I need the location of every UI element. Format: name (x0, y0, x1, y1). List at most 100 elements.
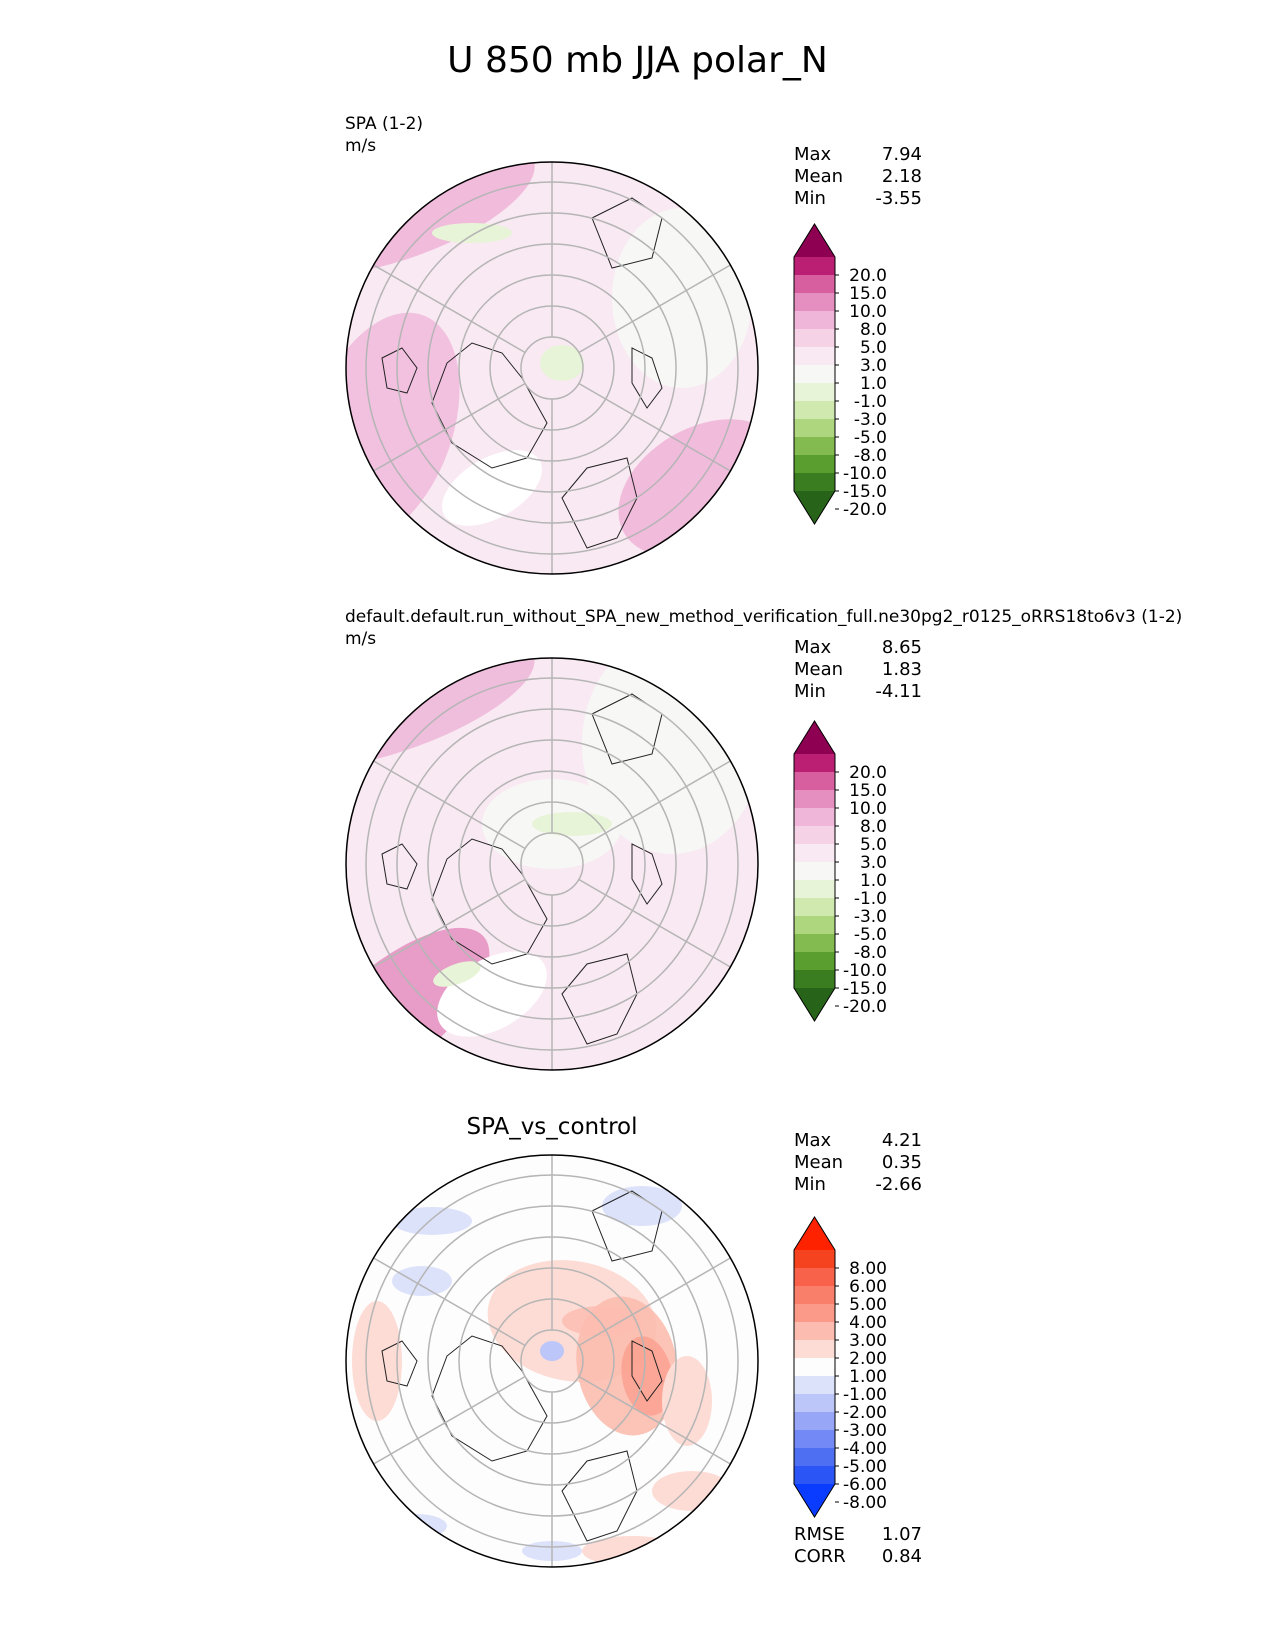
panel-3-stats: Max 4.21 Mean 0.35 Min -2.66 (794, 1130, 922, 1196)
longitude-line (373, 264, 526, 354)
colorbar-swatch (794, 952, 835, 971)
colorbar-extend-min (794, 491, 835, 524)
stat-label: Mean (794, 659, 844, 680)
colorbar-swatch (794, 437, 835, 456)
colorbar-tick-label: 10.0 (849, 302, 887, 322)
colorbar-swatch (794, 1322, 835, 1341)
polar-map-2 (345, 657, 759, 1071)
stat-value: -4.11 (875, 681, 922, 702)
colorbar-tick-label: 10.0 (849, 799, 887, 819)
stat-label: Mean (794, 166, 844, 187)
colorbar-swatch (794, 311, 835, 330)
map-border (345, 161, 759, 575)
colorbar-swatch (794, 1412, 835, 1431)
colorbar-tick-label: 1.0 (860, 374, 887, 394)
colorbar-3: 8.006.005.004.003.002.001.00-1.00-2.00-3… (793, 1216, 887, 1518)
colorbar-tick-label: 5.0 (860, 338, 887, 358)
figure-title: U 850 mb JJA polar_N (447, 40, 828, 81)
stat-value: 1.07 (881, 1524, 922, 1545)
panel-3-title: SPA_vs_control (466, 1114, 638, 1140)
colorbar-tick-label: 3.0 (860, 853, 887, 873)
colorbar-extend-max (794, 1217, 835, 1250)
longitude-line (578, 760, 731, 850)
colorbar-extend-max (794, 224, 835, 257)
colorbar-tick-label: -15.0 (843, 979, 887, 999)
colorbar-swatch (794, 1358, 835, 1377)
colorbar-swatch (794, 754, 835, 773)
polar-map-1 (345, 161, 759, 575)
colorbar-swatch (794, 419, 835, 438)
field-blob (562, 1306, 642, 1336)
longitude-line (373, 382, 526, 472)
colorbar-tick-label: 6.00 (849, 1277, 887, 1297)
colorbar-swatch (794, 473, 835, 492)
stat-label: Mean (794, 1152, 844, 1173)
colorbar-tick-label: 3.0 (860, 356, 887, 376)
longitude-line (373, 760, 526, 850)
colorbar-swatch (794, 844, 835, 863)
colorbar-swatch (794, 1466, 835, 1485)
field-blob (352, 1301, 402, 1421)
colorbar-swatch (794, 1286, 835, 1305)
polar-map-3 (345, 1154, 759, 1568)
colorbar-tick-label: -4.00 (843, 1439, 887, 1459)
colorbar-swatch (794, 293, 835, 312)
panel-1-units: m/s (345, 136, 377, 156)
longitude-line (578, 1257, 731, 1347)
colorbar-2: 20.015.010.08.05.03.01.0-1.0-3.0-5.0-8.0… (793, 720, 887, 1022)
colorbar-extend-max (794, 721, 835, 754)
colorbar-swatch (794, 347, 835, 366)
colorbar-tick-label: -10.0 (843, 961, 887, 981)
stat-value: 8.65 (881, 637, 922, 658)
colorbar-swatch (794, 772, 835, 791)
colorbar-tick-label: -10.0 (843, 464, 887, 484)
colorbar-swatch (794, 826, 835, 845)
colorbar-tick-label: 5.0 (860, 835, 887, 855)
colorbar-swatch (794, 1376, 835, 1395)
colorbar-tick-label: 3.00 (849, 1331, 887, 1351)
field-blob (433, 961, 481, 987)
field-blob (540, 345, 584, 381)
colorbar-swatch (794, 880, 835, 899)
colorbar-swatch (794, 1268, 835, 1287)
colorbar-swatch (794, 1250, 835, 1269)
map-border (345, 1154, 759, 1568)
colorbar-tick-label: 1.00 (849, 1367, 887, 1387)
field-blob (432, 223, 512, 243)
stat-value: 0.84 (881, 1546, 922, 1567)
colorbar-swatch (794, 383, 835, 402)
field-blob (621, 1336, 673, 1416)
colorbar-tick-label: -1.00 (843, 1385, 887, 1405)
stat-label: RMSE (794, 1524, 845, 1545)
colorbar-tick-label: -8.00 (843, 1493, 887, 1513)
colorbar-tick-label: -8.0 (854, 446, 887, 466)
field-blob (652, 1471, 732, 1511)
stat-value: 1.83 (881, 659, 922, 680)
colorbar-swatch (794, 808, 835, 827)
stat-label: Max (794, 1130, 832, 1151)
stat-value: 2.18 (881, 166, 922, 187)
colorbar-tick-label: -6.00 (843, 1475, 887, 1495)
colorbar-swatch (794, 970, 835, 989)
colorbar-tick-label: 15.0 (849, 284, 887, 304)
colorbar-tick-label: -15.0 (843, 482, 887, 502)
colorbar-tick-label: -3.00 (843, 1421, 887, 1441)
field-blob (346, 312, 460, 544)
colorbar-swatch (794, 1394, 835, 1413)
stat-value: 0.35 (881, 1152, 922, 1173)
colorbar-swatch (794, 365, 835, 384)
longitude-line (578, 382, 731, 472)
longitude-line (578, 264, 731, 354)
colorbar-tick-label: -3.0 (854, 907, 887, 927)
stat-value: 7.94 (881, 144, 922, 165)
stat-label: Min (794, 188, 826, 209)
colorbar-swatch (794, 916, 835, 935)
colorbar-swatch (794, 1448, 835, 1467)
stat-label: Max (794, 637, 832, 658)
field-blob (387, 1514, 447, 1538)
longitude-line (578, 878, 731, 968)
colorbar-tick-label: 5.00 (849, 1295, 887, 1315)
stat-label: Min (794, 1174, 826, 1195)
colorbar-tick-label: -1.0 (854, 889, 887, 909)
colorbar-tick-label: -8.0 (854, 943, 887, 963)
